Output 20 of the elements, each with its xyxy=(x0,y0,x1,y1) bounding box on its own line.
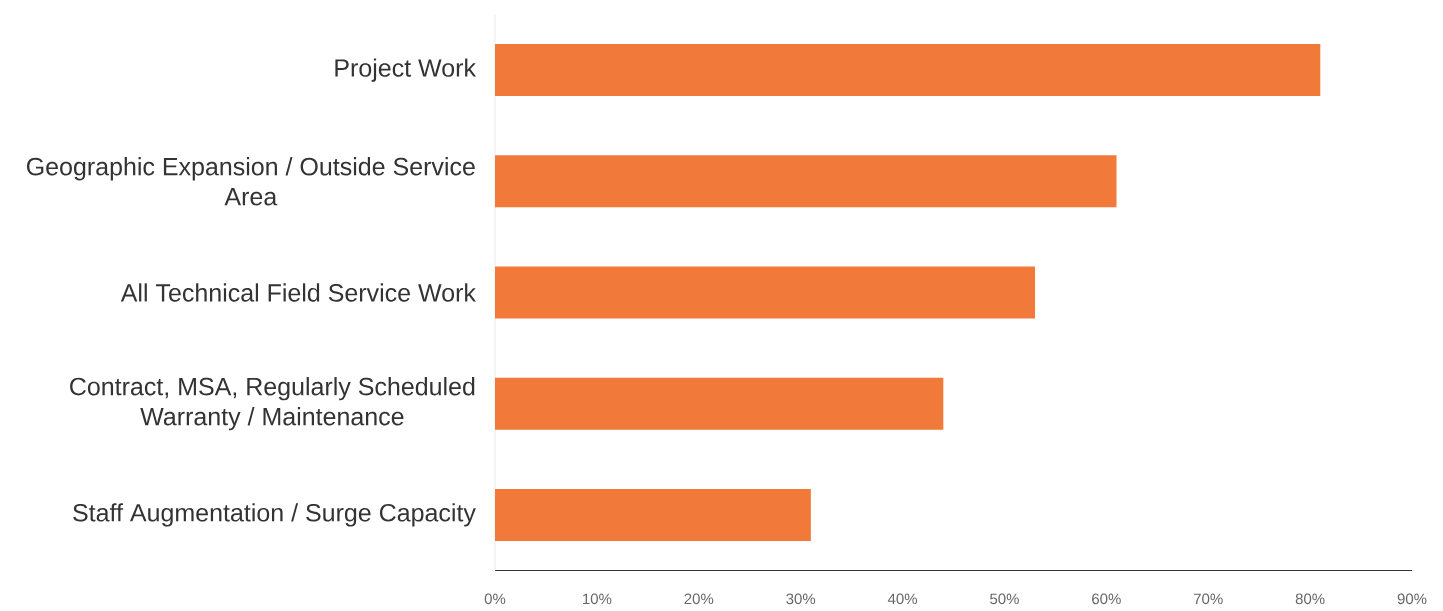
bar xyxy=(495,489,811,541)
x-tick-label: 10% xyxy=(583,593,612,605)
x-tick-label: 80% xyxy=(1295,593,1325,605)
y-tick-label: Project Work xyxy=(335,58,476,82)
x-tick-label: 0% xyxy=(484,593,506,605)
bar xyxy=(495,266,1036,319)
x-tick-label: 30% xyxy=(786,593,816,605)
bar xyxy=(495,377,944,430)
y-tick-label: All Technical Field Service Work xyxy=(120,283,476,302)
x-tick-label: 70% xyxy=(1193,593,1223,605)
y-tick-label: Staff Augmentation / Surge Capacity xyxy=(73,503,476,527)
y-tick-label: Contract, MSA, Regularly Scheduled Warranty / Maintenance xyxy=(70,377,475,431)
x-tick-label: 20% xyxy=(684,593,714,605)
y-tick-label: Geographic Expansion / Outside Service Area xyxy=(26,157,475,206)
x-tick-label: 50% xyxy=(990,593,1019,605)
bar xyxy=(495,44,1321,97)
bar xyxy=(495,155,1117,208)
x-tick-label: 90% xyxy=(1397,593,1427,605)
x-tick-label: 60% xyxy=(1092,593,1121,605)
x-tick-label: 40% xyxy=(887,593,918,605)
